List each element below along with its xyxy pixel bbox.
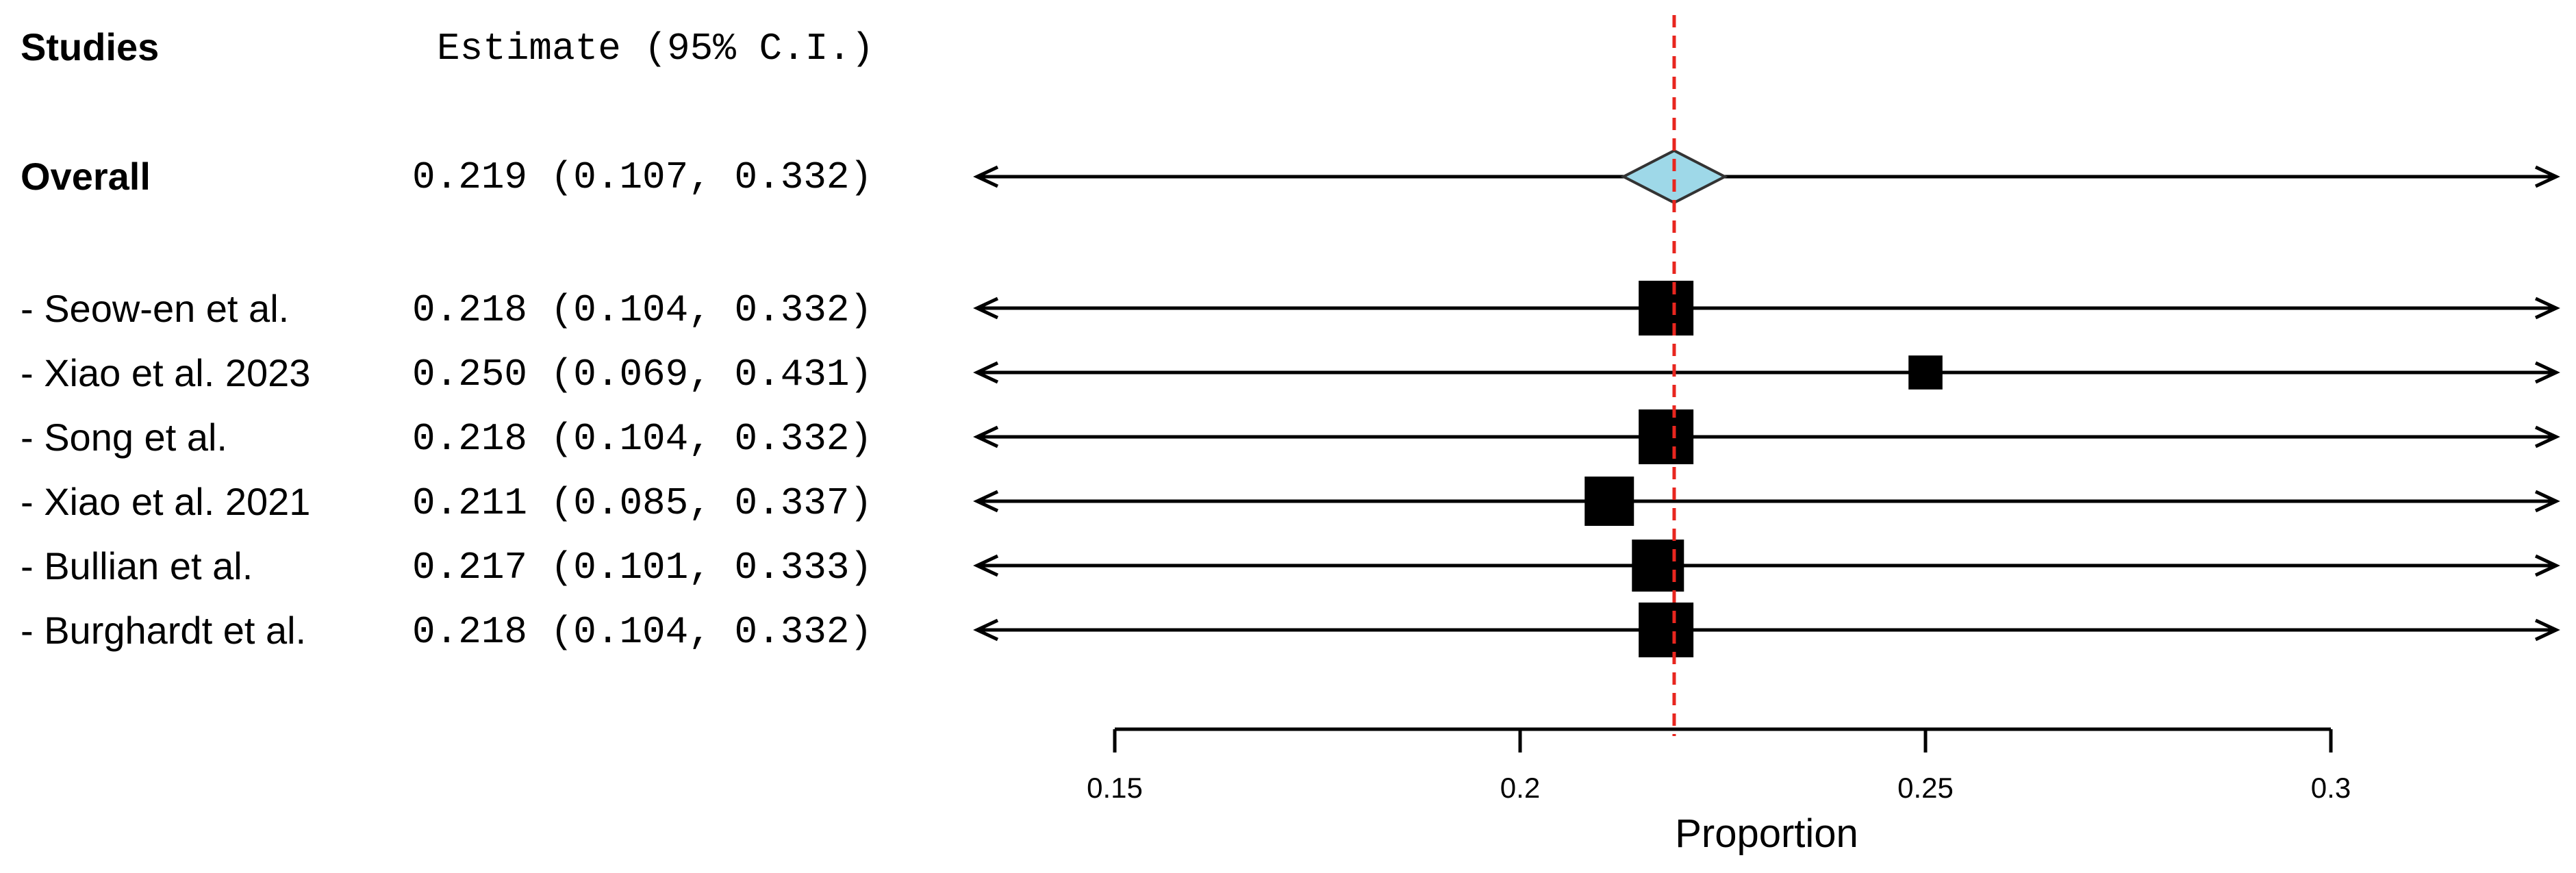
study-ci-arrow-left xyxy=(973,361,999,384)
study-estimate-text: 0.217 (0.101, 0.333) xyxy=(412,546,872,590)
x-axis-label: Proportion xyxy=(1675,811,1858,856)
study-label: - Bullian et al. xyxy=(21,544,253,587)
x-tick-label: 0.3 xyxy=(2311,772,2351,804)
study-label: - Xiao et al. 2021 xyxy=(21,480,310,523)
overall-estimate-text: 0.219 (0.107, 0.332) xyxy=(412,155,872,199)
study-ci-arrow-left xyxy=(973,490,999,513)
study-estimate-text: 0.218 (0.104, 0.332) xyxy=(412,288,872,332)
study-ci-arrow-left xyxy=(973,554,999,577)
study-ci-arrow-left xyxy=(973,618,999,642)
study-square xyxy=(1639,603,1694,657)
study-estimate-text: 0.211 (0.085, 0.337) xyxy=(412,481,872,525)
study-label: - Xiao et al. 2023 xyxy=(21,351,310,394)
overall-diamond xyxy=(1620,149,1728,205)
study-ci-arrow-right xyxy=(2534,296,2560,320)
study-label: - Seow-en et al. xyxy=(21,287,289,330)
study-ci-arrow-right xyxy=(2534,554,2560,577)
overall-ci-arrow-right xyxy=(2534,165,2560,188)
x-tick-label: 0.25 xyxy=(1897,772,1954,804)
study-ci-arrow-right xyxy=(2534,490,2560,513)
estimate-header: Estimate (95% C.I.) xyxy=(437,27,874,71)
study-label: - Burghardt et al. xyxy=(21,609,306,652)
study-ci-arrow-right xyxy=(2534,361,2560,384)
x-tick-label: 0.2 xyxy=(1500,772,1540,804)
study-ci-arrow-left xyxy=(973,425,999,448)
overall-label: Overall xyxy=(21,155,151,198)
study-square xyxy=(1632,540,1684,592)
study-ci-arrow-left xyxy=(973,296,999,320)
study-estimate-text: 0.218 (0.104, 0.332) xyxy=(412,610,872,654)
study-square xyxy=(1584,477,1634,526)
study-label: - Song et al. xyxy=(21,416,227,459)
study-square xyxy=(1908,355,1943,390)
x-tick-label: 0.15 xyxy=(1087,772,1143,804)
study-estimate-text: 0.250 (0.069, 0.431) xyxy=(412,353,872,396)
study-square xyxy=(1639,281,1694,336)
study-estimate-text: 0.218 (0.104, 0.332) xyxy=(412,417,872,461)
overall-ci-arrow-left xyxy=(973,165,999,188)
studies-header: Studies xyxy=(21,25,159,68)
study-ci-arrow-right xyxy=(2534,425,2560,448)
study-ci-arrow-right xyxy=(2534,618,2560,642)
study-square xyxy=(1639,409,1694,464)
